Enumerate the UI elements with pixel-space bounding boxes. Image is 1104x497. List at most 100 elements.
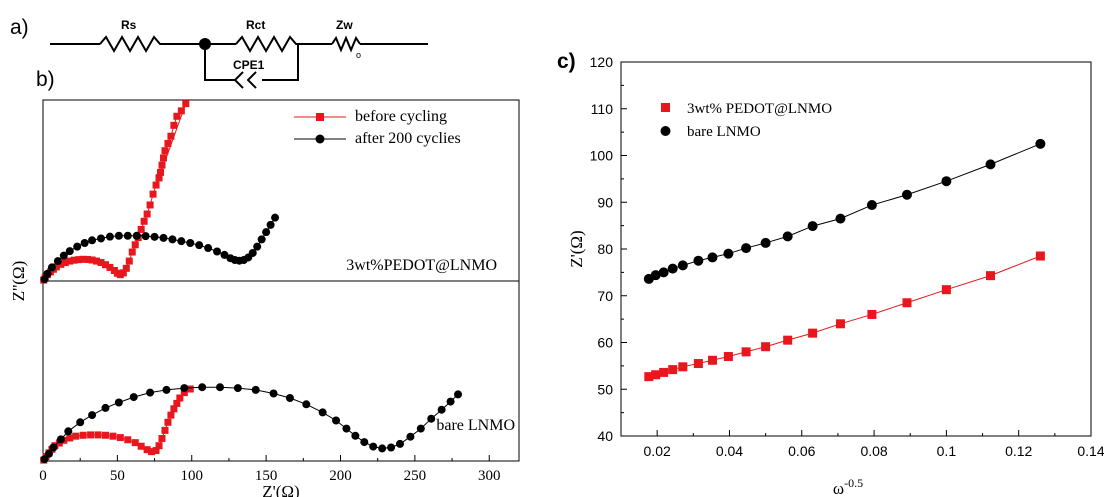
data-point-square xyxy=(143,210,151,218)
fit-line xyxy=(648,143,1041,280)
data-point-circle xyxy=(427,414,436,423)
data-point-circle xyxy=(257,235,266,244)
data-point-circle xyxy=(262,228,271,237)
data-point-square xyxy=(651,370,661,380)
x-tick-label: 50 xyxy=(110,468,125,484)
data-point-circle xyxy=(782,231,793,242)
data-point-square xyxy=(164,139,172,147)
data-point-square xyxy=(167,411,175,419)
y-tick-label: 90 xyxy=(597,194,613,210)
data-point-square xyxy=(808,328,818,338)
data-point-square xyxy=(723,352,733,362)
legend-marker-square xyxy=(661,103,670,112)
data-point-circle xyxy=(253,242,262,251)
y-tick-label: 100 xyxy=(590,148,614,164)
data-point-square xyxy=(167,132,175,140)
data-point-circle xyxy=(80,238,89,247)
data-point-square xyxy=(75,256,83,264)
y-tick-label: 70 xyxy=(597,288,613,304)
x-tick-label: 0.04 xyxy=(716,443,743,459)
data-point-circle xyxy=(47,263,56,272)
y-tick-label: 50 xyxy=(597,381,613,397)
data-point-square xyxy=(157,168,165,176)
x-tick-label: 0 xyxy=(39,468,47,484)
fit-line xyxy=(648,255,1041,378)
circuit-label-rct: Rct xyxy=(246,18,265,32)
data-point-square xyxy=(131,241,139,249)
data-point-circle xyxy=(378,444,387,453)
data-point-square xyxy=(161,426,169,434)
legend-label: after 200 cyclies xyxy=(355,130,461,147)
data-point-circle xyxy=(195,241,204,250)
panel-c-chart: c) 0.02 0.04 0.06 0.08 0.1 0.12 0.14 40 50 60 70 80… xyxy=(557,50,1104,497)
panel-b-chart: b) 0 50 100 150 200 250 300 Z'(Ω) Z''(Ω) before c… xyxy=(9,68,520,497)
legend-marker-circle xyxy=(315,134,325,144)
data-point-square xyxy=(149,190,157,198)
data-point-square xyxy=(101,431,109,439)
data-point-square xyxy=(93,257,101,265)
data-point-square xyxy=(124,436,132,444)
data-point-circle xyxy=(760,237,771,248)
data-point-circle xyxy=(114,398,123,407)
data-point-square xyxy=(173,399,181,407)
data-point-square xyxy=(761,342,771,352)
data-point-square xyxy=(180,389,188,397)
data-point-circle xyxy=(266,220,275,229)
data-point-circle xyxy=(693,255,704,266)
panel-b-plot-area: 0 50 100 150 200 250 300 Z'(Ω) Z''(Ω) before cycl… xyxy=(9,99,520,497)
data-point-circle xyxy=(204,244,213,253)
data-point-square xyxy=(170,121,178,129)
cpe-element-symbol xyxy=(233,71,257,89)
data-point-square xyxy=(152,181,160,189)
data-point-square xyxy=(143,446,151,454)
data-point-circle xyxy=(269,389,278,398)
data-point-circle xyxy=(132,231,141,240)
data-point-circle xyxy=(332,416,341,425)
data-point-circle xyxy=(220,250,229,259)
x-axis-label: Z'(Ω) xyxy=(262,482,299,497)
data-point-circle xyxy=(369,442,378,451)
data-point-circle xyxy=(360,438,369,447)
data-point-square xyxy=(902,298,912,308)
data-point-circle xyxy=(159,233,168,242)
data-point-square xyxy=(170,405,178,413)
data-point-square xyxy=(146,201,154,209)
x-tick-label: 150 xyxy=(255,468,278,484)
data-point-circle xyxy=(73,242,82,251)
panel-c-label: c) xyxy=(557,50,576,73)
data-point-circle xyxy=(901,189,912,200)
legend-marker-circle xyxy=(660,126,671,136)
data-point-square xyxy=(985,271,995,281)
data-point-circle xyxy=(251,385,260,394)
y-tick-label: 80 xyxy=(597,241,613,257)
data-point-square xyxy=(182,100,190,108)
data-point-circle xyxy=(105,232,114,241)
data-point-square xyxy=(941,285,951,295)
y-tick-label: 110 xyxy=(591,101,614,117)
data-point-circle xyxy=(59,251,68,260)
y-tick-label: 60 xyxy=(597,335,613,351)
x-tick-label: 0.08 xyxy=(860,443,887,459)
data-point-square xyxy=(87,431,95,439)
cpe-branch-wire xyxy=(204,44,299,81)
data-point-circle xyxy=(650,270,661,281)
legend-label: bare LNMO xyxy=(687,124,761,140)
data-point-circle xyxy=(416,424,425,433)
data-point-circle xyxy=(707,252,718,263)
data-point-circle xyxy=(248,248,257,257)
data-point-circle xyxy=(186,238,195,247)
data-point-square xyxy=(109,432,117,440)
data-point-square xyxy=(72,432,80,440)
data-point-circle xyxy=(123,231,132,240)
data-point-square xyxy=(707,355,717,365)
data-point-square xyxy=(693,359,703,369)
data-point-circle xyxy=(53,257,62,266)
panel-a-circuit: a) Rs Rct CPE1 Zw o xyxy=(10,16,428,89)
data-point-circle xyxy=(150,232,159,241)
data-point-circle xyxy=(723,248,734,259)
x-tick-label: 0.06 xyxy=(788,443,815,459)
data-point-circle xyxy=(146,388,155,397)
x-tick-label: 200 xyxy=(329,468,352,484)
data-point-square xyxy=(835,319,845,329)
